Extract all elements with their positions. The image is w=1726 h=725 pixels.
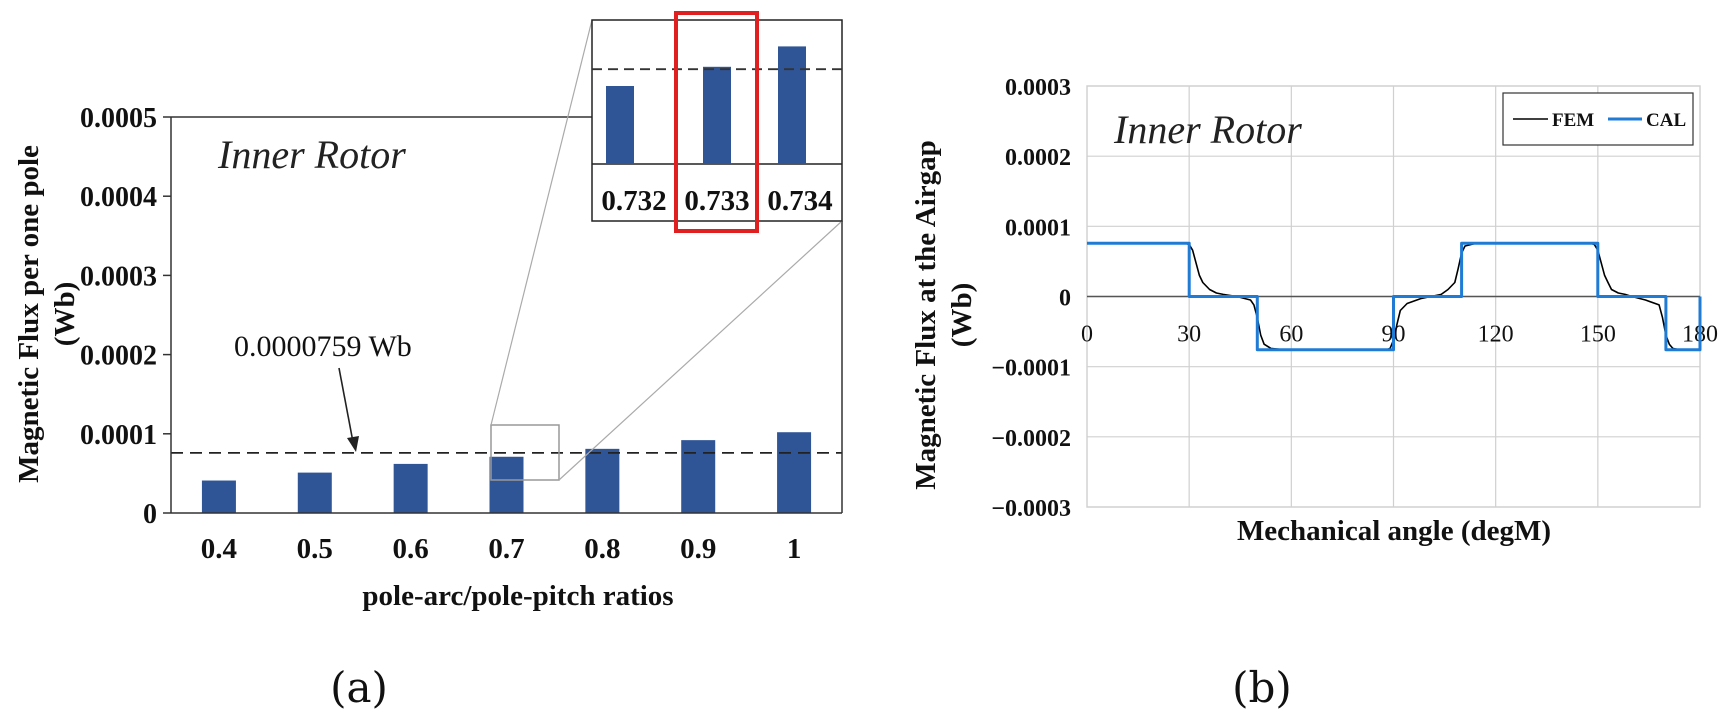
panel-b-series-cal bbox=[1087, 241, 1702, 352]
zoom-inset: 0.732 0.733 0.734 bbox=[591, 11, 843, 233]
panel-a-y-tick-label: 0 bbox=[143, 499, 157, 530]
panel-a-frame bbox=[170, 116, 843, 514]
panel-a-y-tick-label: 0.0002 bbox=[80, 341, 157, 372]
panel-b-x-tick-label: 0 bbox=[1081, 322, 1093, 348]
panel-a-bar bbox=[201, 480, 236, 513]
panel-a-reference-label: 0.0000759 Wb bbox=[234, 330, 412, 363]
panel-b-x-tick-label: 30 bbox=[1177, 322, 1201, 348]
panel-a-y-axis-label-line1: Magnetic Flux per one pole bbox=[13, 145, 45, 483]
panel-a-bar bbox=[489, 456, 524, 513]
legend-cal-label: CAL bbox=[1646, 110, 1686, 131]
inset-bar bbox=[606, 86, 634, 164]
panel-b-y-tick-label: 0.0003 bbox=[1005, 75, 1071, 101]
panel-a-label: (a) bbox=[330, 663, 388, 712]
inset-label-0732: 0.732 bbox=[601, 185, 666, 217]
inset-bars bbox=[606, 46, 806, 164]
panel-a-y-tick-label: 0.0001 bbox=[80, 420, 157, 451]
panel-a-y-tick-label: 0.0004 bbox=[80, 182, 157, 213]
panel-a-bar bbox=[297, 472, 332, 513]
panel-b-label: (b) bbox=[1232, 663, 1292, 712]
panel-b-x-axis-label: Mechanical angle (degM) bbox=[1237, 515, 1551, 547]
panel-b-y-tick-label: 0.0001 bbox=[1005, 215, 1071, 241]
panel-a-bar bbox=[681, 440, 716, 513]
panel-a-y-axis-label-line2: (Wb) bbox=[49, 282, 81, 346]
inset-label-0733: 0.733 bbox=[684, 185, 749, 217]
panel-b-y-tick-label: −0.0002 bbox=[991, 426, 1071, 452]
panel-b-line-chart: 0.0003 0.0002 0.0001 0 −0.0001 −0.0002 −0.0003… bbox=[910, 75, 1718, 712]
panel-b-x-tick-label: 60 bbox=[1279, 322, 1303, 348]
panel-b-series bbox=[1087, 241, 1702, 352]
reference-arrow bbox=[338, 367, 359, 452]
panel-a-y-tick-label: 0.0005 bbox=[80, 103, 157, 134]
legend-fem-label: FEM bbox=[1552, 110, 1594, 131]
zoom-region-box bbox=[490, 424, 560, 481]
panel-a-x-tick-label: 0.5 bbox=[297, 533, 333, 565]
panel-a-x-tick-label: 0.8 bbox=[584, 533, 620, 565]
inset-label-0734: 0.734 bbox=[767, 185, 832, 217]
panel-a-bar bbox=[585, 448, 620, 513]
panel-b-y-tick-label: 0.0002 bbox=[1005, 145, 1071, 171]
panel-a-x-ticks: 0.4 0.5 0.6 0.7 0.8 0.9 1 bbox=[201, 533, 802, 565]
panel-b-y-tick-label: −0.0001 bbox=[991, 356, 1071, 382]
panel-a-x-axis-label: pole-arc/pole-pitch ratios bbox=[362, 580, 673, 612]
zoom-connector-right bbox=[558, 220, 843, 481]
panel-a-y-ticks: 0 0.0001 0.0002 0.0003 0.0004 0.0005 bbox=[80, 103, 171, 530]
panel-b-y-axis-label-line1: Magnetic Flux at the Airgap bbox=[910, 140, 942, 490]
panel-a-x-tick-label: 0.7 bbox=[488, 533, 524, 565]
panel-a-bar bbox=[393, 463, 428, 513]
panel-b-y-ticks: 0.0003 0.0002 0.0001 0 −0.0001 −0.0002 −0.0003 bbox=[991, 75, 1071, 522]
panel-b-x-tick-label: 120 bbox=[1478, 322, 1514, 348]
inset-bar bbox=[703, 66, 731, 164]
panel-a-bars bbox=[171, 432, 842, 513]
panel-b-legend: FEM CAL bbox=[1502, 92, 1694, 146]
panel-a-x-tick-label: 1 bbox=[787, 533, 802, 565]
zoom-connector-left bbox=[490, 19, 593, 426]
panel-b-x-tick-label: 150 bbox=[1580, 322, 1616, 348]
panel-a-x-tick-label: 0.9 bbox=[680, 533, 716, 565]
panel-b-y-axis-label-line2: (Wb) bbox=[946, 283, 978, 347]
panel-b-y-tick-label: 0 bbox=[1059, 286, 1071, 312]
panel-a-x-tick-label: 0.6 bbox=[393, 533, 429, 565]
panel-a-y-tick-label: 0.0003 bbox=[80, 261, 157, 292]
inset-highlight-box bbox=[674, 11, 759, 233]
panel-a-x-tick-label: 0.4 bbox=[201, 533, 237, 565]
inset-bar bbox=[778, 46, 806, 164]
panel-b-x-ticks: 0 30 60 90 120 150 180 bbox=[1081, 322, 1718, 348]
panel-a-bar bbox=[777, 432, 812, 513]
panel-b-annotation: Inner Rotor bbox=[1113, 107, 1302, 152]
panel-a-annotation: Inner Rotor bbox=[217, 132, 406, 177]
panel-b-y-tick-label: −0.0003 bbox=[991, 496, 1071, 522]
